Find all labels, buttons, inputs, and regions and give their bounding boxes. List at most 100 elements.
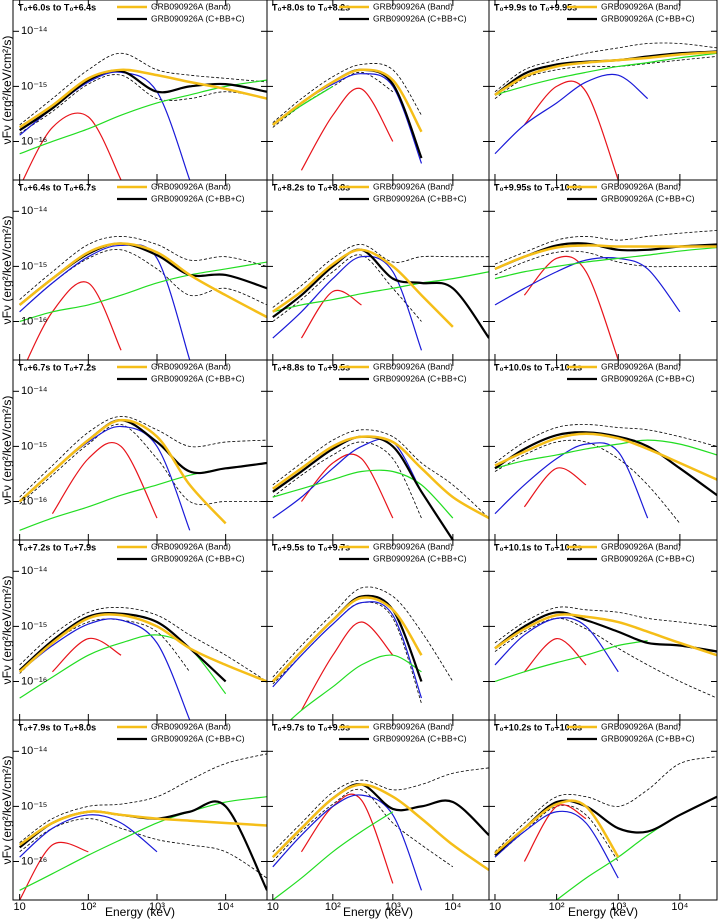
component-line [272,271,489,313]
y-axis-label: νFν (erg²/keV/cm²/s) [0,576,14,685]
panel: T₀+10.0s to T₀+10.1s GRB090926A (Band) GRB… [488,359,718,541]
plot-area [18,236,267,360]
plot-area [494,606,717,699]
y-tick-label: 10⁻¹⁶ [21,135,47,147]
legend-label: GRB090926A (C+BB+C) [601,373,695,383]
component-line [300,453,394,519]
component-line [494,42,717,93]
legend-label: GRB090926A (C+BB+C) [151,193,245,203]
component-line [523,255,619,360]
panel: T₀+9.95s to T₀+10.0s GRB090926A (Band) GRB… [488,179,718,361]
x-axis-label: Energy (keV) [105,905,175,919]
series-line [494,244,717,271]
panel: 10 10² 10³ 10⁴ T₀+10.2s to T₀+10.6s GRB090926… [488,719,718,913]
legend-label: GRB090926A (Band) [373,541,453,551]
plot-area [272,244,489,351]
panel-title: T₀+10.2s to T₀+10.6s [494,722,582,732]
series-line [494,50,717,96]
legend-label: GRB090926A (C+BB+C) [151,13,245,23]
y-tick-label: 10⁻¹⁵ [21,800,47,812]
legend-label: GRB090926A (Band) [151,181,231,191]
component-line [19,244,191,360]
component-line [494,230,717,265]
legend-label: GRB090926A (C+BB+C) [151,553,245,563]
panel: T₀+9.9s to T₀+9.95s GRB090926A (Band) GRB0… [488,0,718,181]
y-tick-label: 10⁻¹⁵ [21,80,47,92]
legend-label: GRB090926A (Band) [151,721,231,731]
series-line [272,68,423,133]
panel-title: T₀+6.4s to T₀+6.7s [18,182,96,192]
panel: 10⁻¹⁶ 10⁻¹⁵ 10⁻¹⁴ T₀+6.4s to T₀+6.7s GRB0909… [12,179,268,361]
panel-frame [488,0,718,181]
component-line [523,638,587,673]
component-line [494,606,717,644]
component-line [494,73,649,155]
x-tick-label: 10 [489,901,501,913]
x-tick-label: 10³ [385,901,401,913]
component-line [19,618,191,720]
legend-label: GRB090926A (C+BB+C) [601,13,695,23]
panel-title: T₀+9.95s to T₀+10.0s [494,182,582,192]
component-line [272,767,489,853]
panel: T₀+8.0s to T₀+8.2s GRB090926A (Band) GRB09… [266,0,490,181]
component-line [300,793,394,884]
component-line [19,462,267,531]
component-line [494,250,717,276]
component-line [494,424,717,464]
legend-label: GRB090926A (Band) [601,541,681,551]
y-tick-label: 10⁻¹⁵ [21,260,47,272]
component-line [19,814,158,858]
legend-label: GRB090926A (Band) [601,181,681,191]
component-line [556,796,717,900]
x-tick-label: 10⁴ [217,901,234,913]
legend-label: GRB090926A (Band) [601,1,681,11]
y-tick-label: 10⁻¹⁴ [21,745,48,757]
series-line [272,248,454,328]
y-tick-label: 10⁻¹⁵ [21,620,47,632]
panel-frame [266,179,490,361]
panel: T₀+8.2s to T₀+8.8s GRB090926A (Band) GRB09… [266,179,490,361]
panel: T₀+8.8s to T₀+9.5s GRB090926A (Band) GRB09… [266,359,490,541]
component-line [19,236,267,300]
y-tick-label: 10⁻¹⁶ [21,855,47,867]
component-line [19,261,267,323]
plot-area [18,753,267,900]
panel-title: T₀+9.7s to T₀+9.9s [272,722,350,732]
plot-area [18,416,267,531]
series-line [18,613,267,683]
panel-title: T₀+9.5s to T₀+9.7s [272,542,350,552]
series-line [18,800,267,891]
plot-area [272,63,423,171]
legend-label: GRB090926A (C+BB+C) [373,733,467,743]
legend-label: GRB090926A (C+BB+C) [151,373,245,383]
x-axis-label: Energy (keV) [343,905,413,919]
panel-frame [266,719,490,901]
legend-label: GRB090926A (Band) [601,721,681,731]
legend-label: GRB090926A (Band) [373,361,453,371]
legend-label: GRB090926A (Band) [373,721,453,731]
panel-frame [12,179,268,361]
x-tick-label: 10⁴ [671,901,688,913]
component-line [272,586,454,682]
plot-area [494,230,717,360]
panel: 10 10² 10³ 10⁴ T₀+9.7s to T₀+9.9s GRB090926A … [266,719,490,913]
panel: 10⁻¹⁶ 10⁻¹⁵ 10⁻¹⁴ T₀+6.7s to T₀+7.2s GRB0909… [12,359,268,541]
series-line [271,596,423,683]
component-line [289,654,422,720]
component-line [494,810,619,879]
component-line [494,257,681,313]
panel-frame [266,0,490,181]
y-axis-label: νFν (erg²/keV/cm²/s) [0,756,14,865]
panel-frame [266,539,490,721]
plot-area [18,52,267,180]
component-line [272,469,454,519]
y-axis-label: νFν (erg²/keV/cm²/s) [0,216,14,325]
component-line [19,79,267,155]
plot-area [272,429,489,540]
plot-area [494,756,717,900]
series-line [494,613,717,657]
series-line [18,810,267,846]
legend-label: GRB090926A (Band) [151,541,231,551]
legend-label: GRB090926A (C+BB+C) [373,553,467,563]
component-line [494,439,717,469]
